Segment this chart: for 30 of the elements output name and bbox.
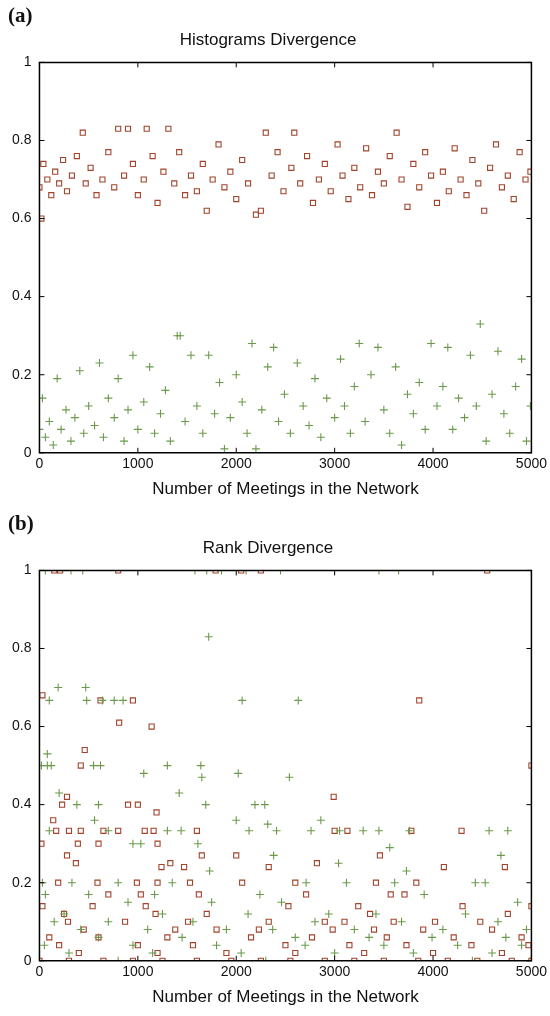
y-tick-label: 1 xyxy=(23,53,32,70)
x-axis-title: Number of Meetings in the Network xyxy=(152,987,420,1007)
x-tick-label: 3000 xyxy=(319,455,351,472)
x-tick-label: 5000 xyxy=(515,455,548,472)
y-tick-label: 0.4 xyxy=(11,795,32,812)
chart-title: Histograms Divergence xyxy=(179,29,357,49)
y-tick-label: 0.2 xyxy=(11,365,32,382)
y-tick-label: 0.8 xyxy=(11,131,32,148)
x-tick-label: 1000 xyxy=(122,455,154,472)
text: (b) xyxy=(8,510,34,535)
x-tick-label: 0 xyxy=(35,455,44,472)
chart-title: Rank Divergence xyxy=(202,537,334,557)
y-tick-label: 0.2 xyxy=(11,873,32,890)
y-tick-label: 0.8 xyxy=(11,639,32,656)
y-tick-label: 0 xyxy=(23,951,32,968)
x-axis-title: Number of Meetings in the Network xyxy=(152,479,420,499)
x-tick-label: 4000 xyxy=(417,455,449,472)
y-tick-label: 0.6 xyxy=(11,717,32,734)
y-tick-label: 0.6 xyxy=(11,209,32,226)
x-tick-label: 0 xyxy=(35,963,44,980)
x-tick-label: 5000 xyxy=(515,963,548,980)
text: (a) xyxy=(8,2,33,27)
y-tick-label: 0 xyxy=(23,443,32,460)
x-tick-label: 3000 xyxy=(319,963,351,980)
y-tick-label: 1 xyxy=(23,561,32,578)
x-tick-label: 1000 xyxy=(122,963,154,980)
x-tick-label: 4000 xyxy=(417,963,449,980)
y-tick-label: 0.4 xyxy=(11,287,32,304)
x-tick-label: 2000 xyxy=(220,963,253,980)
x-tick-label: 2000 xyxy=(220,455,253,472)
